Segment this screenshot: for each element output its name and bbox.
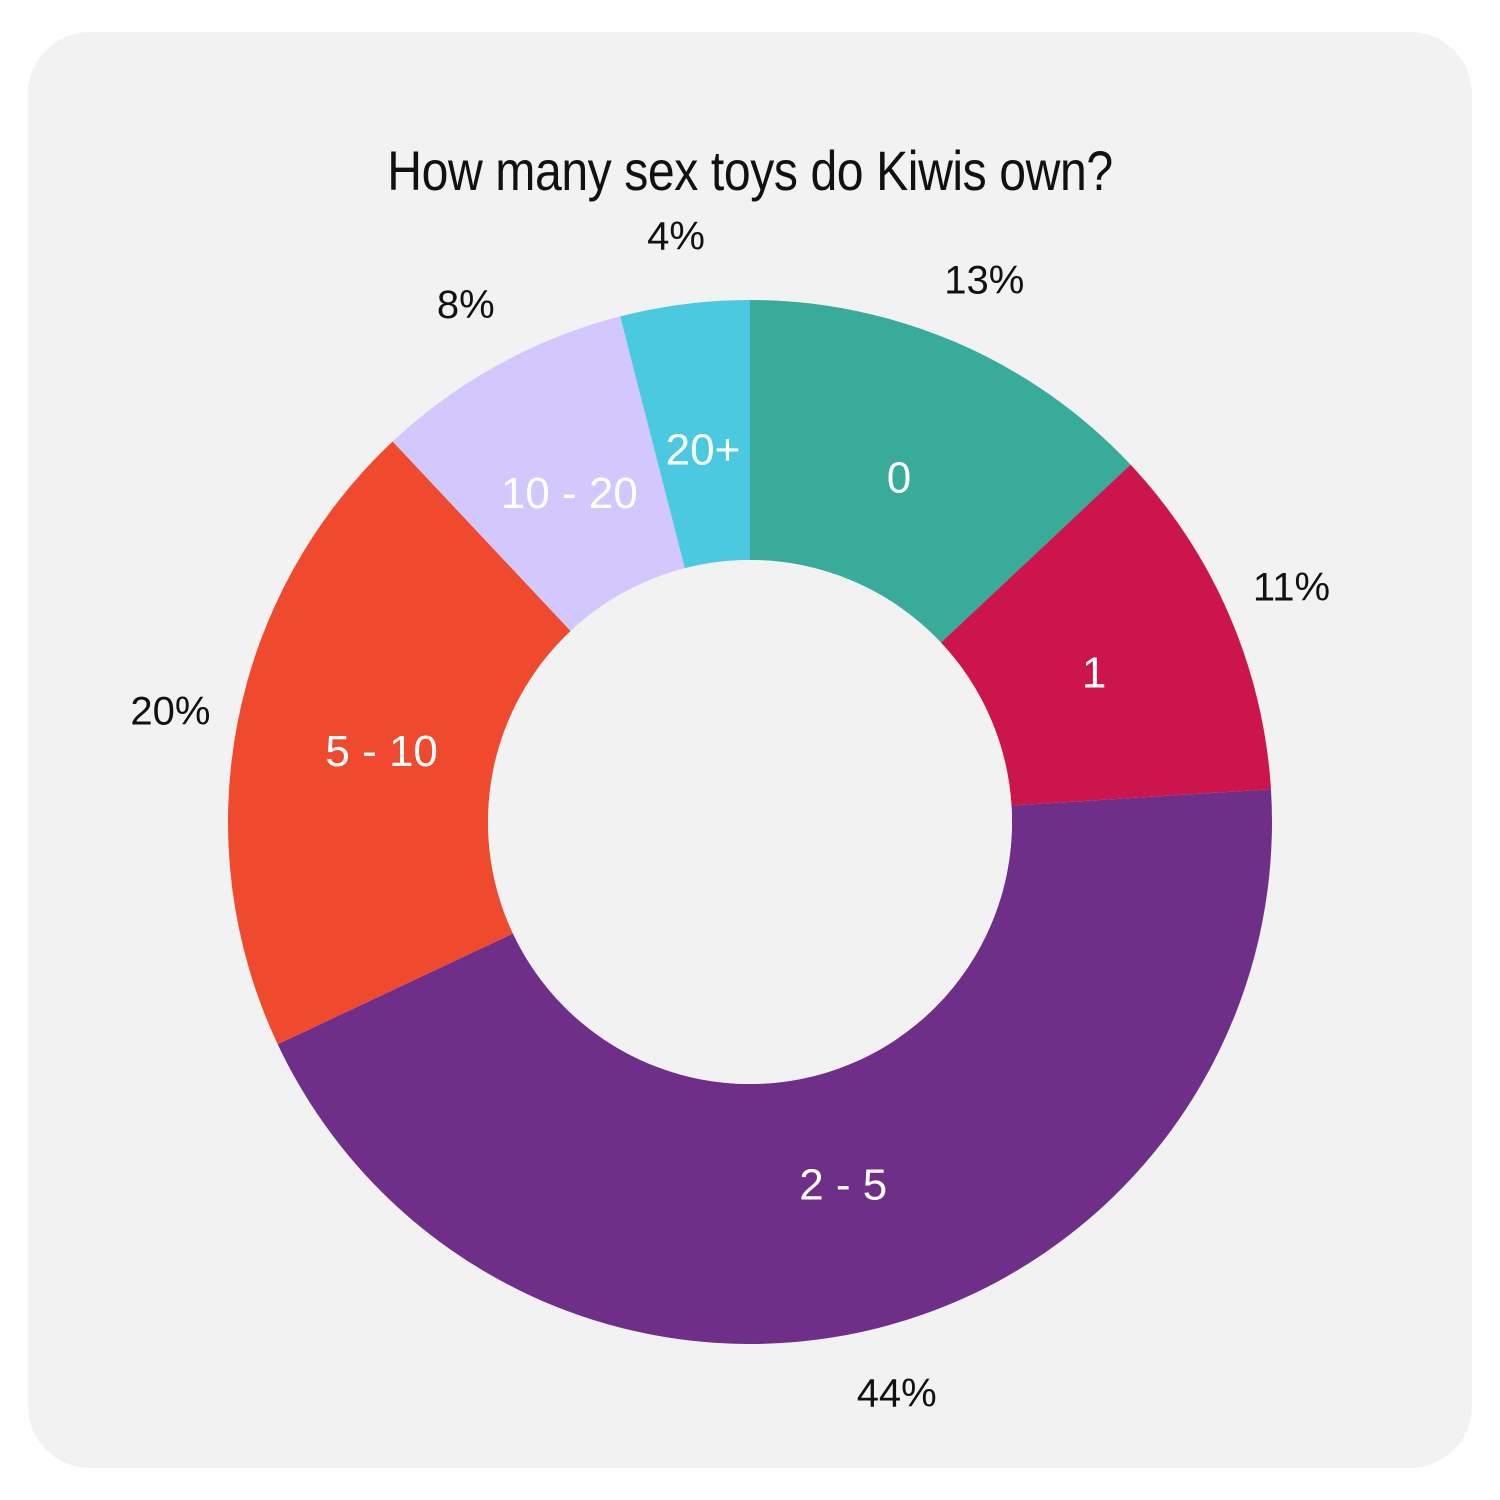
slice-category-label: 20+ bbox=[666, 425, 741, 474]
slice-value-label: 44% bbox=[857, 1371, 937, 1415]
slice-2 bbox=[277, 789, 1272, 1344]
slice-3 bbox=[227, 441, 571, 1045]
slice-value-label: 13% bbox=[944, 259, 1024, 303]
slice-5 bbox=[620, 300, 750, 569]
slice-category-label: 0 bbox=[887, 453, 911, 502]
chart-title: How many sex toys do Kiwis own? bbox=[387, 139, 1113, 202]
slice-value-label: 11% bbox=[1253, 566, 1330, 610]
slice-category-label: 2 - 5 bbox=[799, 1161, 887, 1210]
slice-4 bbox=[392, 316, 685, 632]
slice-1 bbox=[940, 464, 1271, 806]
slice-category-label: 5 - 10 bbox=[325, 727, 438, 776]
slice-0 bbox=[750, 300, 1131, 643]
slice-value-label: 8% bbox=[437, 283, 495, 327]
slice-category-label: 10 - 20 bbox=[501, 469, 638, 518]
slice-value-label: 4% bbox=[647, 215, 705, 259]
slice-category-label: 1 bbox=[1082, 649, 1106, 698]
slice-value-label: 20% bbox=[130, 689, 210, 733]
donut-hole bbox=[488, 560, 1012, 1084]
